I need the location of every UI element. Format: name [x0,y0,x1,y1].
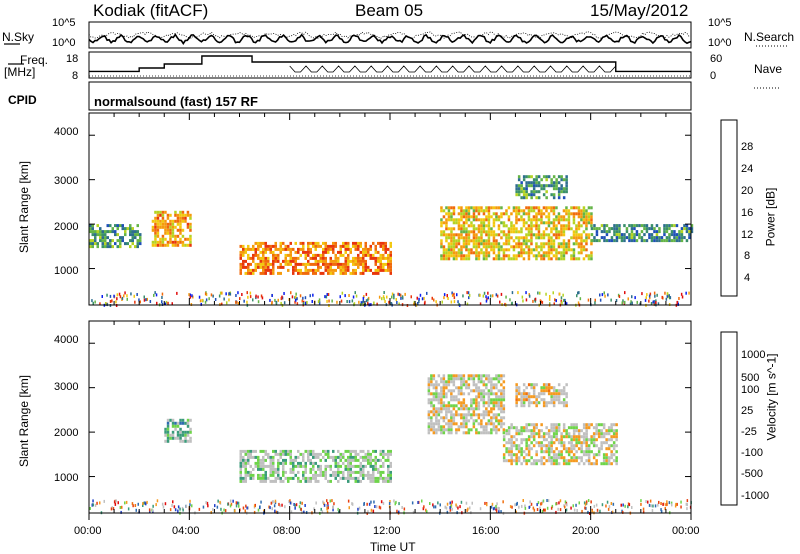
station-title: Kodiak (fitACF) [93,1,209,20]
velocity-cbar-tick: 1000 [741,349,766,361]
nsearch-label: N.Search [744,30,795,44]
freq-label: Freq. [20,53,49,67]
velocity-cbar-tick: -25 [741,426,757,438]
freq-panel-frame [88,51,692,79]
power-panel-colorbar-frame [720,119,738,297]
velocity-ytick: 3000 [54,381,79,393]
velocity-panel-echo-band-4 [515,383,568,408]
power-ytick: 2000 [54,221,79,233]
cpid-panel-frame [88,81,692,111]
power-cbar-tick: 20 [741,185,754,197]
velocity-cbar-tick: 100 [741,384,760,396]
nave-label: Nave [754,62,783,76]
nave-tick-high-right: 60 [710,53,723,65]
velocity-ytick: 1000 [54,472,79,484]
noise-tick-high-left: 10^5 [52,17,76,29]
x-tick: 08:00 [273,525,301,537]
power-cbar-tick: 28 [741,141,754,153]
freq-tick-low-left: 8 [72,70,79,82]
velocity-cbar-tick: 25 [741,405,754,417]
power-panel-echo-band-4 [515,175,568,200]
power-panel-echo-band-0 [89,224,142,249]
power-panel-frame [88,112,692,306]
velocity-cbar-tick: -1000 [741,490,770,502]
velocity-cbar-tick: 500 [741,372,760,384]
velocity-ytick: 4000 [54,334,79,346]
velocity-panel-frame [88,320,692,514]
velocity-cbar-tick: -100 [741,447,764,459]
freq-tick-high-left: 18 [66,53,79,65]
cpid-label: CPID [8,93,37,107]
power-cbar-tick: 4 [744,272,751,284]
velocity-panel-echo-band-3 [502,423,618,466]
power-cbar-tick: 12 [741,229,754,241]
power-ytick: 1000 [54,265,79,277]
power-cbar-tick: 8 [744,250,751,262]
noise-search-line [88,31,692,39]
x-tick: 00:00 [672,525,700,537]
freq-unit-label: [MHz] [4,65,36,79]
noise-tick-high-right: 10^5 [708,17,732,29]
cpid-value: normalsound (fast) 157 RF [94,94,258,109]
x-tick: 16:00 [472,525,500,537]
frequency-line [89,55,691,73]
power-cbar-tick: 16 [741,207,754,219]
date-title: 15/May/2012 [590,1,689,20]
x-tick: 00:00 [74,525,102,537]
x-tick: 12:00 [373,525,401,537]
noise-tick-low-right: 10^0 [708,37,732,49]
velocity-panel-echo-band-1 [239,449,392,483]
velocity-panel-echo-band-2 [427,374,506,435]
power-panel-echo-band-1 [151,210,192,247]
beam-title: Beam 05 [355,1,424,20]
x-axis-label: Time UT [370,540,416,554]
power-panel-echo-band-3 [440,206,593,261]
nave-tick-low-right: 0 [710,70,717,82]
velocity-cbar-tick: -500 [741,468,764,480]
x-tick: 20:00 [572,525,600,537]
nave-steps [289,65,617,73]
power-panel-echo-band-5 [590,224,694,243]
nsky-label: N.Sky [2,30,35,44]
power-panel-echo-band-2 [239,241,392,275]
velocity-ytick: 2000 [54,427,79,439]
power-ytick: 3000 [54,175,79,187]
velocity-panel-colorbar-frame [720,331,738,506]
noise-panel-frame [88,21,692,49]
x-tick: 04:00 [172,525,200,537]
velocity-panel-echo-band-0 [164,418,192,443]
noise-sky-line [88,33,692,45]
power-ytick: 4000 [54,126,79,138]
power-cbar-tick: 24 [741,163,754,175]
noise-tick-low-left: 10^0 [52,37,76,49]
